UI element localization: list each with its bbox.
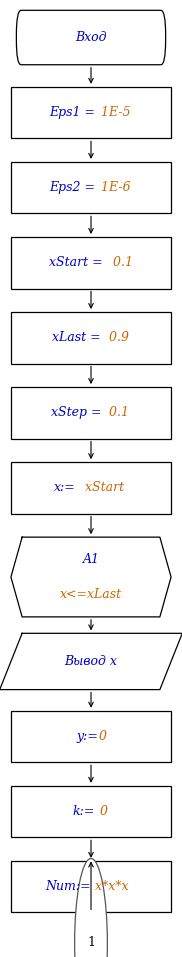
Text: xStart: xStart (81, 481, 124, 495)
Text: x<=xLast: x<=xLast (60, 588, 122, 601)
Text: x:=: x:= (54, 481, 76, 495)
Bar (11, 861, 171, 912)
Text: 0.1: 0.1 (109, 256, 133, 269)
Text: xLast =: xLast = (52, 331, 100, 345)
Bar (11, 162, 171, 213)
Text: 1E-5: 1E-5 (97, 106, 130, 119)
Bar (11, 312, 171, 364)
Text: k:=: k:= (72, 805, 95, 818)
Bar (11, 462, 171, 514)
Text: y:=: y:= (76, 730, 98, 743)
Text: xStep =: xStep = (51, 407, 101, 419)
Bar (11, 87, 171, 139)
Text: A1: A1 (82, 553, 100, 566)
Text: Eps2 =: Eps2 = (49, 181, 95, 194)
Text: Num:=: Num:= (46, 880, 91, 893)
Text: Eps1 =: Eps1 = (49, 106, 95, 119)
Bar (11, 237, 171, 288)
Text: 1: 1 (87, 937, 95, 949)
Bar (11, 711, 171, 763)
Text: Вход: Вход (75, 31, 107, 44)
Text: 0.1: 0.1 (105, 407, 129, 419)
Text: xStart =: xStart = (49, 256, 103, 269)
Bar (11, 387, 171, 438)
Text: 0: 0 (98, 730, 106, 743)
Text: 0: 0 (96, 805, 108, 818)
Bar (11, 786, 171, 837)
Text: Вывод x: Вывод x (65, 655, 117, 668)
Text: x*x*x: x*x*x (91, 880, 128, 893)
Text: 0.9: 0.9 (105, 331, 129, 345)
Circle shape (75, 858, 107, 957)
Polygon shape (11, 537, 171, 617)
Text: 1E-6: 1E-6 (97, 181, 130, 194)
Polygon shape (0, 634, 182, 690)
FancyBboxPatch shape (16, 11, 166, 65)
